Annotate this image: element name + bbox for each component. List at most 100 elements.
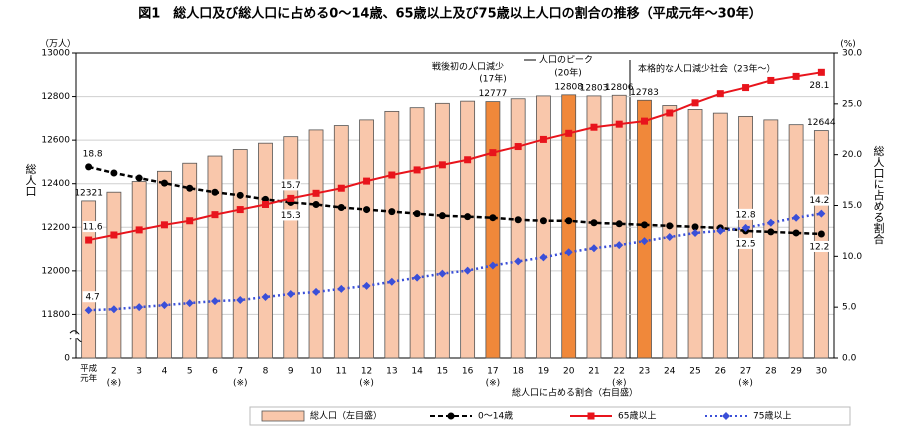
data-label: 12808 [554,82,583,92]
x-note: 総人口に占める割合（右目盛） [512,387,638,399]
data-label: 12783 [630,88,659,98]
marker [236,191,244,199]
marker [615,120,623,128]
marker [589,244,598,253]
marker [363,206,371,214]
x-tick-label: 11 [336,367,347,377]
bar [763,119,779,359]
x-tick-label: 4 [162,367,168,377]
marker [211,188,219,196]
bar [106,191,122,359]
x-tick-label: 12 [361,367,372,377]
data-label-bg [82,221,103,233]
bar [460,100,476,359]
marker [413,210,421,218]
marker [186,217,194,225]
bar [283,136,299,359]
x-tick-label: 9 [288,367,294,377]
bar [232,149,248,359]
bar [131,181,147,359]
marker [388,171,396,179]
marker [641,221,648,229]
data-label-bg [280,209,301,221]
bar [662,105,678,359]
data-label: 4.7 [85,293,99,303]
y-tick-label: 13000 [41,49,70,59]
marker [135,303,144,312]
x-tick-label: 24 [664,367,676,377]
legend-marker [722,412,730,420]
x-tick-label: 5 [187,367,193,377]
marker [388,208,396,216]
chart-title: 図1 総人口及び総人口に占める0～14歳、65歳以上及び75歳以上人口の割合の推… [138,6,761,22]
marker [565,217,573,225]
data-label: 15.3 [281,211,301,221]
x-tick-label: 14 [411,367,423,377]
x-note-mark: (※) [107,379,122,389]
y2-tick-label: 20.0 [842,150,862,160]
annotation: 人口のピーク [539,55,593,66]
y2-tick-label: 0.0 [842,354,857,364]
data-label-bg [735,208,756,220]
marker [287,194,295,202]
marker [337,184,345,192]
bar [308,129,324,359]
y2-axis-label: 総人口に占める割合 [872,144,885,244]
plot-frame [75,52,835,359]
x-tick-label: 2 [111,367,117,377]
marker [135,174,143,182]
bar [637,99,652,359]
marker [742,84,750,92]
x-tick-label: 23 [639,367,650,377]
marker [85,236,93,244]
x-tick-label: 30 [816,367,828,377]
marker [716,226,725,235]
x-tick-label-box: 平成元年 [80,364,98,384]
marker [84,306,93,315]
y-tick-label: 12000 [41,266,70,276]
data-label: 28.1 [809,81,829,91]
x-tick-label: 6 [212,367,218,377]
marker [186,184,194,192]
data-label: 11.6 [83,223,103,233]
marker [109,305,118,314]
marker [413,166,421,174]
y-tick-label: 0 [64,354,70,364]
x-tick-label: 20 [563,367,575,377]
line [88,165,822,236]
marker [514,257,523,266]
marker [413,273,422,282]
marker [666,222,674,230]
line [88,71,822,242]
bar [182,162,198,359]
y2-tick-label: 30.0 [842,49,862,59]
marker [489,214,497,222]
y2-tick-label: 25.0 [842,99,862,109]
y-tick-label: 12600 [41,136,70,146]
bar [157,170,172,359]
marker [665,233,674,242]
bar [712,112,728,359]
y2-unit: (%) [840,40,856,50]
bar [384,110,400,359]
marker [766,218,775,227]
x-note-mark: (※) [738,379,753,389]
bar [333,125,349,359]
legend-marker [587,412,595,420]
marker [489,149,497,157]
legend-frame [249,406,851,426]
annotation: (17年) [479,73,506,85]
data-label: 12644 [807,118,836,128]
data-label: 12803 [580,83,609,93]
data-label: 12806 [605,83,634,93]
marker [312,189,320,197]
marker [210,297,219,306]
x-tick-label: 15 [437,367,448,377]
x-tick-label: 10 [310,367,322,377]
x-tick-label: 平成元年 [80,364,98,384]
data-label: 12.5 [736,239,756,249]
bar [510,98,526,359]
marker [817,68,825,76]
data-label-bg [809,240,830,252]
